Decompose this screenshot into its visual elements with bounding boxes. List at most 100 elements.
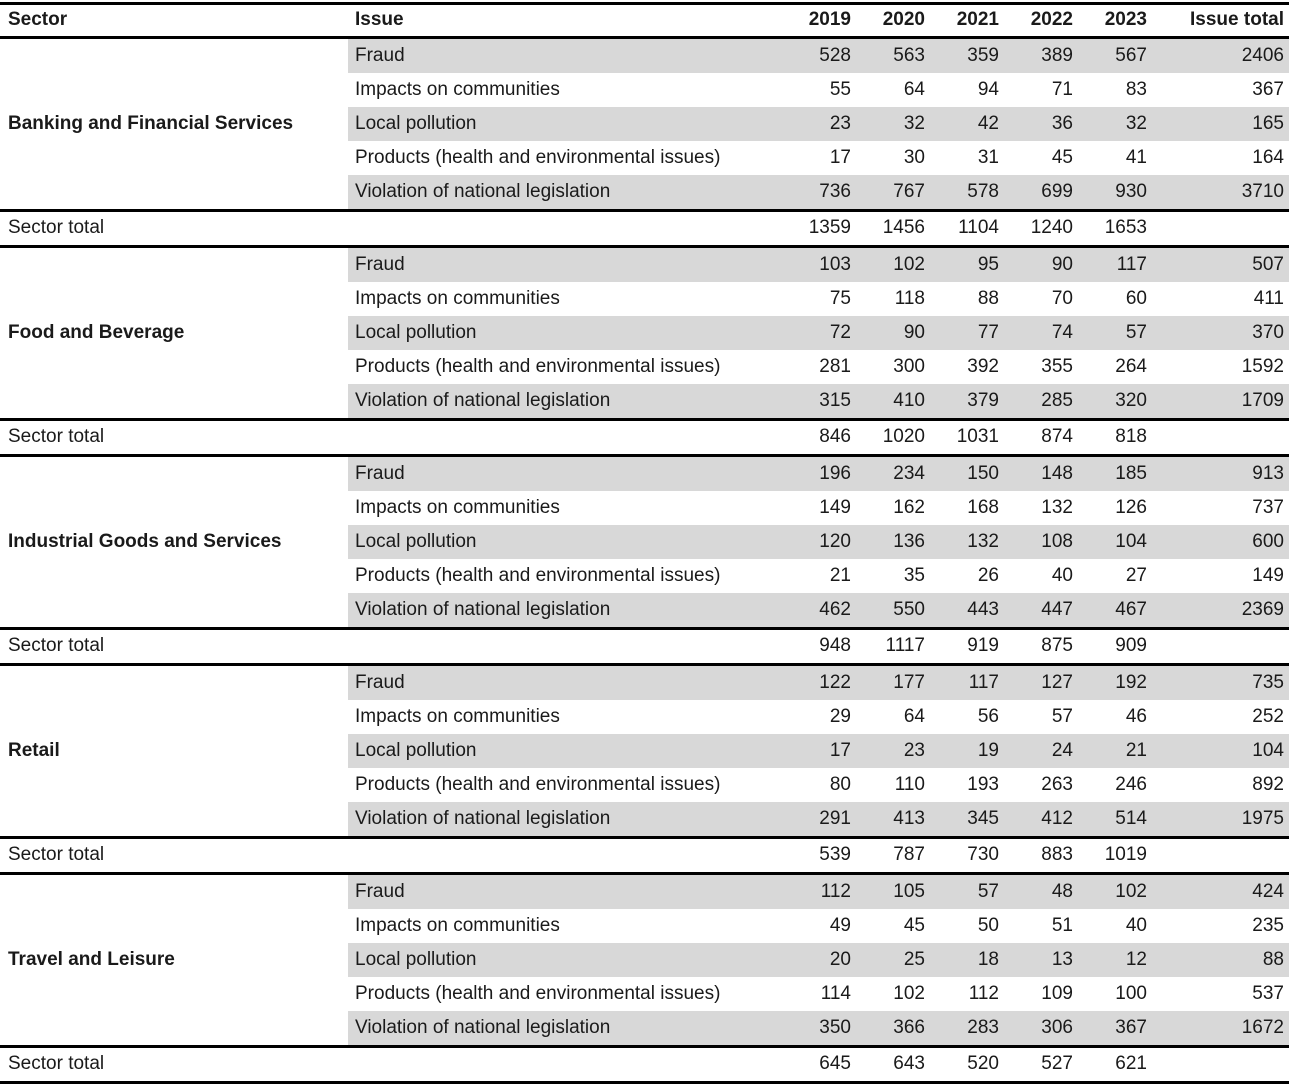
- year-value-cell: 117: [1086, 246, 1160, 282]
- issue-total-cell: 2369: [1160, 593, 1289, 629]
- year-value-cell: 110: [894, 773, 925, 795]
- year-value-cell: 514: [1086, 802, 1160, 838]
- year-value-cell: 20: [790, 943, 864, 977]
- year-value-cell: 285: [1012, 384, 1086, 420]
- issue-row: Local pollution 20 25 18 13 12 88: [0, 943, 1289, 977]
- column-header-issue: Issue: [348, 3, 790, 39]
- sector-total-value-cell: 1653: [1086, 209, 1160, 248]
- sector-total-value-cell: 909: [1086, 627, 1160, 666]
- sector-total-row: Sector total 1359 1456 1104 1240 1653: [0, 209, 1289, 248]
- issue-row: Violation of national legislation 315 410 3…: [0, 384, 1289, 420]
- year-value-cell: 27: [1125, 564, 1147, 586]
- year-value-cell: 359: [938, 37, 1012, 73]
- issue-total-cell: 600: [1160, 525, 1289, 559]
- issue-row: Travel and Leisure Fraud 112 105 57 48 102 424: [0, 873, 1289, 1047]
- year-value-cell: 45: [1051, 146, 1073, 168]
- issue-total-cell: 1672: [1160, 1011, 1289, 1047]
- sector-total-empty-cell: [1160, 209, 1289, 248]
- year-value-cell: 162: [893, 496, 925, 518]
- header-row: Sector Issue 2019 2020 2021 2022 2023 Is…: [0, 3, 1289, 39]
- year-value-cell: 126: [1115, 496, 1147, 518]
- year-value-cell: 366: [864, 1011, 938, 1047]
- year-value-cell: 367: [1086, 1011, 1160, 1047]
- year-value-cell: 350: [790, 1011, 864, 1047]
- sector-total-label: Sector total: [0, 627, 790, 666]
- issue-total-cell: 913: [1160, 455, 1289, 491]
- year-value-cell: 118: [894, 287, 925, 309]
- year-value-cell: 263: [1041, 773, 1073, 795]
- issue-row: Impacts on communities 49 45 50 51 40 235: [0, 909, 1289, 943]
- sector-total-value-cell: 883: [1012, 836, 1086, 875]
- year-value-cell: 71: [1051, 78, 1073, 100]
- issue-total-cell: 424: [1160, 873, 1289, 909]
- year-value-cell: 120: [790, 525, 864, 559]
- year-value-cell: 23: [864, 734, 938, 768]
- year-value-cell: 57: [1051, 705, 1073, 727]
- sector-total-value-cell: 539: [790, 836, 864, 875]
- year-value-cell: 136: [864, 525, 938, 559]
- year-value-cell: 192: [1086, 664, 1160, 700]
- sector-total-value-cell: 1240: [1012, 209, 1086, 248]
- issue-row: Retail Fraud 122 177 117 127 192 735: [0, 664, 1289, 838]
- year-value-cell: 41: [1125, 146, 1147, 168]
- year-value-cell: 70: [1051, 287, 1073, 309]
- year-value-cell: 88: [977, 287, 999, 309]
- issue-row: Impacts on communities 29 64 56 57 46 252: [0, 700, 1289, 734]
- issue-total-cell: 507: [1160, 246, 1289, 282]
- year-value-cell: 315: [790, 384, 864, 420]
- year-value-cell: 26: [977, 564, 999, 586]
- column-header-2022: 2022: [1012, 3, 1086, 39]
- year-value-cell: 443: [938, 593, 1012, 629]
- issue-label: Impacts on communities: [355, 705, 560, 727]
- year-value-cell: 74: [1012, 316, 1086, 350]
- year-value-cell: 132: [938, 525, 1012, 559]
- issue-row: Products (health and environmental issue…: [0, 977, 1289, 1011]
- year-value-cell: 281: [819, 355, 851, 377]
- issue-total-cell: 104: [1160, 734, 1289, 768]
- sector-name: Food and Beverage: [0, 246, 348, 420]
- issue-total-cell: 235: [1252, 914, 1284, 936]
- issue-row: Products (health and environmental issue…: [0, 768, 1289, 802]
- issue-label: Local pollution: [348, 943, 790, 977]
- sector-total-value-cell: 948: [790, 627, 864, 666]
- sector-total-label: Sector total: [0, 836, 790, 875]
- column-header-2019: 2019: [790, 3, 864, 39]
- sector-total-value-cell: 919: [938, 627, 1012, 666]
- sector-total-empty-cell: [1160, 1045, 1289, 1084]
- issue-row: Banking and Financial Services Fraud 528 56…: [0, 37, 1289, 211]
- year-value-cell: 283: [938, 1011, 1012, 1047]
- year-value-cell: 42: [938, 107, 1012, 141]
- year-value-cell: 46: [1125, 705, 1147, 727]
- year-value-cell: 300: [893, 355, 925, 377]
- issue-label: Fraud: [348, 246, 790, 282]
- year-value-cell: 31: [977, 146, 999, 168]
- year-value-cell: 100: [1115, 982, 1147, 1004]
- column-header-2021: 2021: [938, 3, 1012, 39]
- year-value-cell: 467: [1086, 593, 1160, 629]
- issue-label: Local pollution: [348, 734, 790, 768]
- year-value-cell: 57: [938, 873, 1012, 909]
- year-value-cell: 291: [790, 802, 864, 838]
- year-value-cell: 18: [938, 943, 1012, 977]
- year-value-cell: 72: [790, 316, 864, 350]
- issue-row: Impacts on communities 75 118 88 70 60 411: [0, 282, 1289, 316]
- year-value-cell: 410: [864, 384, 938, 420]
- sector-total-row: Sector total 645 643 520 527 621: [0, 1045, 1289, 1084]
- sector-name: Industrial Goods and Services: [0, 455, 348, 629]
- sector-total-label: Sector total: [0, 418, 790, 457]
- year-value-cell: 150: [938, 455, 1012, 491]
- sector-total-empty-cell: [1160, 627, 1289, 666]
- year-value-cell: 94: [977, 78, 999, 100]
- year-value-cell: 264: [1115, 355, 1147, 377]
- year-value-cell: 112: [790, 873, 864, 909]
- sector-total-value-cell: 1456: [864, 209, 938, 248]
- year-value-cell: 32: [1086, 107, 1160, 141]
- issue-row: Food and Beverage Fraud 103 102 95 90 117 507: [0, 246, 1289, 420]
- issue-total-cell: 370: [1160, 316, 1289, 350]
- year-value-cell: 413: [864, 802, 938, 838]
- year-value-cell: 185: [1086, 455, 1160, 491]
- issue-total-cell: 411: [1253, 287, 1284, 309]
- issue-row: Violation of national legislation 291 413 3…: [0, 802, 1289, 838]
- year-value-cell: 60: [1125, 287, 1147, 309]
- year-value-cell: 77: [938, 316, 1012, 350]
